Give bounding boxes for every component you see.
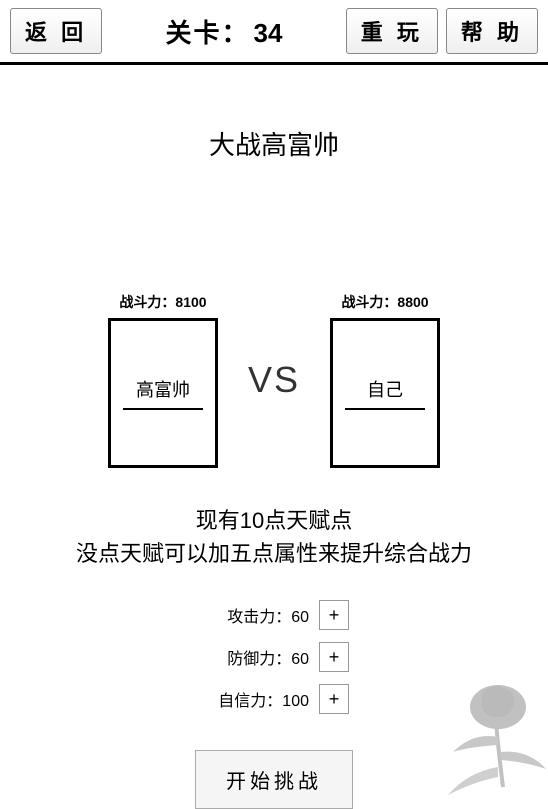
confidence-row: 自信力：100 + xyxy=(199,684,349,714)
vs-label: VS xyxy=(238,359,310,401)
attack-plus-button[interactable]: + xyxy=(319,600,349,630)
attack-row: 攻击力：60 + xyxy=(199,600,349,630)
attack-label: 攻击力：60 xyxy=(199,603,309,627)
opponent-fighter: 战斗力：8100 高富帅 xyxy=(108,292,218,468)
back-button[interactable]: 返 回 xyxy=(10,8,102,54)
help-button[interactable]: 帮 助 xyxy=(446,8,538,54)
talent-info: 现有10点天赋点 没点天赋可以加五点属性来提升综合战力 xyxy=(0,504,548,570)
info-line1: 现有10点天赋点 xyxy=(0,504,548,537)
header-right: 重 玩 帮 助 xyxy=(346,8,538,54)
battle-arena: 战斗力：8100 高富帅 VS 战斗力：8800 自己 xyxy=(0,292,548,468)
game-title: 大战高富帅 xyxy=(0,125,548,162)
defense-row: 防御力：60 + xyxy=(199,642,349,672)
opponent-card: 高富帅 xyxy=(108,318,218,468)
confidence-label: 自信力：100 xyxy=(199,687,309,711)
self-card: 自己 xyxy=(330,318,440,468)
opponent-underline xyxy=(123,408,203,410)
self-underline xyxy=(345,408,425,410)
self-power-label: 战斗力：8800 xyxy=(341,292,428,312)
level-label: 关卡： xyxy=(165,18,249,48)
header-left: 返 回 xyxy=(10,8,102,54)
defense-plus-button[interactable]: + xyxy=(319,642,349,672)
replay-button[interactable]: 重 玩 xyxy=(346,8,438,54)
defense-label: 防御力：60 xyxy=(199,645,309,669)
start-challenge-button[interactable]: 开始挑战 xyxy=(195,750,353,809)
level-display: 关卡：34 xyxy=(165,13,282,50)
rose-icon xyxy=(398,677,548,797)
info-line2: 没点天赋可以加五点属性来提升综合战力 xyxy=(0,537,548,570)
opponent-power-label: 战斗力：8100 xyxy=(119,292,206,312)
self-name: 自己 xyxy=(367,376,403,406)
opponent-name: 高富帅 xyxy=(136,376,190,406)
self-fighter: 战斗力：8800 自己 xyxy=(330,292,440,468)
header-bar: 返 回 关卡：34 重 玩 帮 助 xyxy=(0,0,548,65)
confidence-plus-button[interactable]: + xyxy=(319,684,349,714)
level-number: 34 xyxy=(253,18,282,48)
